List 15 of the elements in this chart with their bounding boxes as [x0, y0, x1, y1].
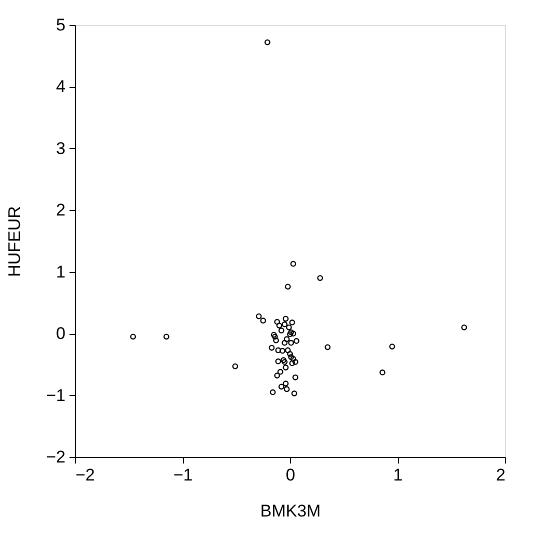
y-tick-label: 3 [56, 138, 66, 158]
y-tick-label: 1 [56, 262, 66, 282]
y-tick-label: 2 [56, 200, 66, 220]
y-axis-title: HUFEUR [5, 206, 24, 277]
y-tick-label: 0 [56, 324, 66, 344]
x-tick-label: 0 [286, 466, 296, 484]
x-tick-label: 2 [496, 466, 506, 484]
x-tick-label: −2 [76, 466, 95, 484]
x-tick-label: −1 [173, 466, 193, 484]
y-tick-label: 4 [56, 77, 66, 96]
y-tick-label: 5 [56, 16, 66, 34]
y-tick-label: −2 [46, 448, 66, 466]
y-tick-label: −1 [46, 386, 66, 405]
x-tick-label: 1 [393, 466, 403, 484]
x-axis-title: BMK3M [260, 502, 321, 520]
